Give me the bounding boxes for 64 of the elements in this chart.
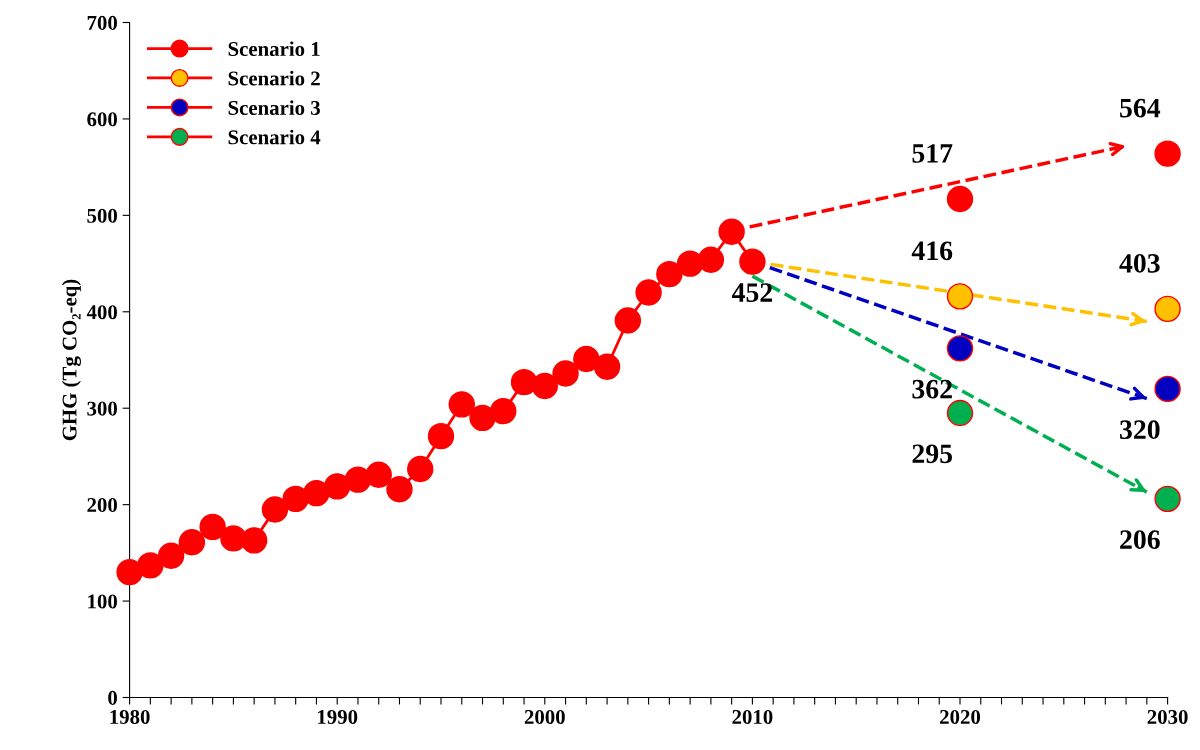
point	[448, 391, 475, 418]
point	[946, 185, 974, 213]
point	[573, 345, 600, 373]
x-tick-label: 2020	[940, 709, 981, 724]
data-label: 320	[1120, 420, 1160, 440]
point	[946, 335, 974, 362]
point	[946, 399, 974, 427]
point	[552, 360, 579, 387]
point	[157, 542, 185, 569]
y-tick-label: 600	[87, 112, 117, 127]
point	[282, 485, 309, 513]
legend-label: Scenario 3	[228, 100, 320, 115]
point	[469, 404, 496, 432]
point	[1154, 375, 1181, 403]
point	[739, 248, 766, 275]
point	[199, 513, 226, 541]
x-tick-label: 2030	[1147, 709, 1188, 724]
point	[344, 466, 372, 493]
y-tick-label: 0	[108, 690, 117, 705]
point	[593, 353, 621, 380]
legend-label: Scenario 4	[228, 129, 321, 145]
data-label: 206	[1120, 530, 1160, 549]
point	[946, 283, 974, 310]
point	[1154, 140, 1181, 167]
point	[137, 552, 164, 579]
point	[407, 455, 434, 483]
data-label: 517	[912, 144, 953, 163]
point	[718, 218, 745, 245]
x-tick-label: 2000	[524, 709, 565, 724]
point	[1154, 295, 1181, 323]
x-tick-label: 2010	[732, 709, 773, 724]
y-tick-label: 100	[88, 594, 117, 609]
point	[178, 529, 206, 556]
point	[303, 479, 330, 507]
y-tick-label: 700	[87, 15, 117, 30]
point	[656, 260, 683, 288]
point	[116, 558, 143, 586]
x-tick-label: 1990	[318, 709, 358, 724]
point	[427, 422, 455, 450]
y-tick-label: 300	[87, 401, 117, 416]
y-tick-label: 200	[87, 498, 117, 513]
point	[1154, 485, 1181, 513]
y-axis-title: GHG (Tg CO₂-eq)	[61, 279, 81, 441]
point	[635, 279, 662, 306]
legend-label: Scenario 2	[228, 70, 320, 86]
data-label: 295	[912, 444, 953, 464]
legend-label: Scenario 1	[228, 41, 320, 57]
data-label: 416	[911, 241, 953, 261]
point	[261, 496, 289, 523]
point	[490, 397, 517, 425]
x-tick-label: 1980	[110, 709, 150, 724]
data-label: 362	[912, 379, 952, 399]
point	[386, 476, 413, 503]
y-tick-label: 500	[87, 208, 117, 223]
point	[614, 307, 642, 334]
data-label: 564	[1120, 98, 1161, 118]
point	[531, 372, 558, 400]
point	[697, 246, 725, 273]
point	[365, 461, 392, 488]
point	[324, 473, 351, 500]
y-tick-label: 400	[86, 305, 117, 320]
data-label: 403	[1119, 253, 1160, 273]
point	[240, 527, 268, 554]
data-label: 452	[731, 283, 773, 302]
